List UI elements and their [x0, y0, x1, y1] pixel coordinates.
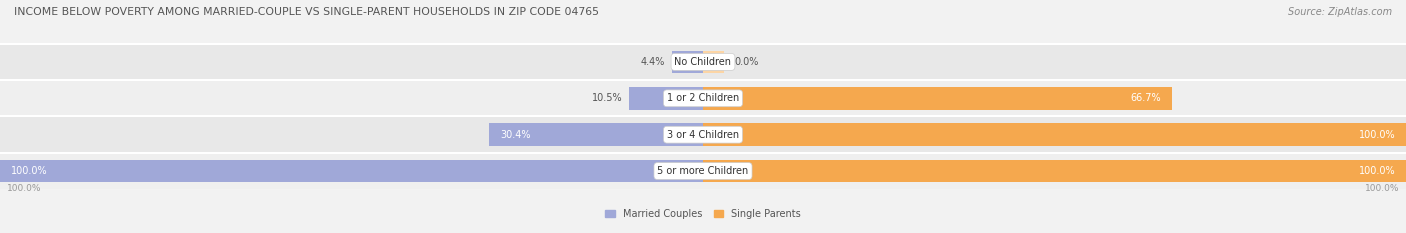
Bar: [0, 160, 703, 182]
Bar: [489, 123, 703, 146]
Text: 100.0%: 100.0%: [11, 166, 48, 176]
Bar: [0, 153, 1406, 189]
Text: Source: ZipAtlas.com: Source: ZipAtlas.com: [1288, 7, 1392, 17]
Bar: [630, 87, 703, 110]
Text: 5 or more Children: 5 or more Children: [658, 166, 748, 176]
Text: 100.0%: 100.0%: [1364, 184, 1399, 193]
Text: 0.0%: 0.0%: [734, 57, 759, 67]
Text: 100.0%: 100.0%: [1358, 130, 1396, 140]
Bar: [703, 123, 1406, 146]
Text: No Children: No Children: [675, 57, 731, 67]
Bar: [672, 51, 703, 73]
Text: INCOME BELOW POVERTY AMONG MARRIED-COUPLE VS SINGLE-PARENT HOUSEHOLDS IN ZIP COD: INCOME BELOW POVERTY AMONG MARRIED-COUPL…: [14, 7, 599, 17]
Text: 100.0%: 100.0%: [7, 184, 42, 193]
Text: 30.4%: 30.4%: [501, 130, 530, 140]
Text: 10.5%: 10.5%: [592, 93, 621, 103]
Bar: [0, 44, 1406, 80]
Bar: [703, 87, 1171, 110]
Text: 3 or 4 Children: 3 or 4 Children: [666, 130, 740, 140]
Bar: [703, 51, 724, 73]
Text: 4.4%: 4.4%: [641, 57, 665, 67]
Text: 1 or 2 Children: 1 or 2 Children: [666, 93, 740, 103]
Text: 66.7%: 66.7%: [1130, 93, 1161, 103]
Legend: Married Couples, Single Parents: Married Couples, Single Parents: [605, 209, 801, 219]
Bar: [0, 116, 1406, 153]
Bar: [0, 80, 1406, 116]
Bar: [703, 160, 1406, 182]
Text: 100.0%: 100.0%: [1358, 166, 1396, 176]
